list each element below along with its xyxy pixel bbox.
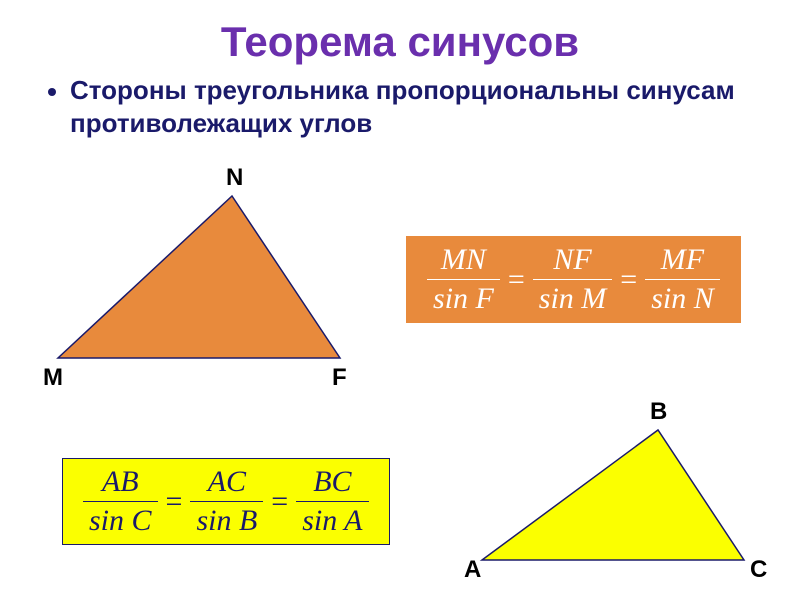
equals-sign: = — [508, 263, 525, 297]
formula-law-of-sines-abc: ABsin C=ACsin B=BCsin A — [62, 458, 390, 545]
fraction-denominator: sin F — [427, 280, 500, 316]
equals-sign: = — [620, 263, 637, 297]
vertex-label-b: B — [650, 398, 667, 426]
fraction-denominator: sin N — [645, 280, 720, 316]
vertex-label-m: M — [43, 364, 63, 392]
fraction-denominator: sin M — [533, 280, 613, 316]
fraction-numerator: AB — [83, 465, 158, 502]
vertex-label-c: C — [750, 556, 767, 584]
fraction-term: BCsin A — [296, 465, 368, 538]
vertex-label-n: N — [226, 164, 243, 192]
fraction-numerator: MN — [427, 243, 500, 280]
fraction-denominator: sin B — [190, 502, 263, 538]
fraction-numerator: AC — [190, 465, 263, 502]
equals-sign: = — [166, 485, 183, 519]
vertex-label-f: F — [332, 364, 347, 392]
fraction-term: NFsin M — [533, 243, 613, 316]
fraction-term: MNsin F — [427, 243, 500, 316]
fraction-term: MFsin N — [645, 243, 720, 316]
vertex-label-a: A — [464, 556, 481, 584]
equals-sign: = — [271, 485, 288, 519]
fraction-term: ABsin C — [83, 465, 158, 538]
fraction-numerator: MF — [645, 243, 720, 280]
fraction-term: ACsin B — [190, 465, 263, 538]
formula-law-of-sines-mnf: MNsin F=NFsin M=MFsin N — [406, 236, 741, 323]
fraction-denominator: sin C — [83, 502, 158, 538]
fraction-numerator: NF — [533, 243, 613, 280]
fraction-denominator: sin A — [296, 502, 368, 538]
fraction-numerator: BC — [296, 465, 368, 502]
